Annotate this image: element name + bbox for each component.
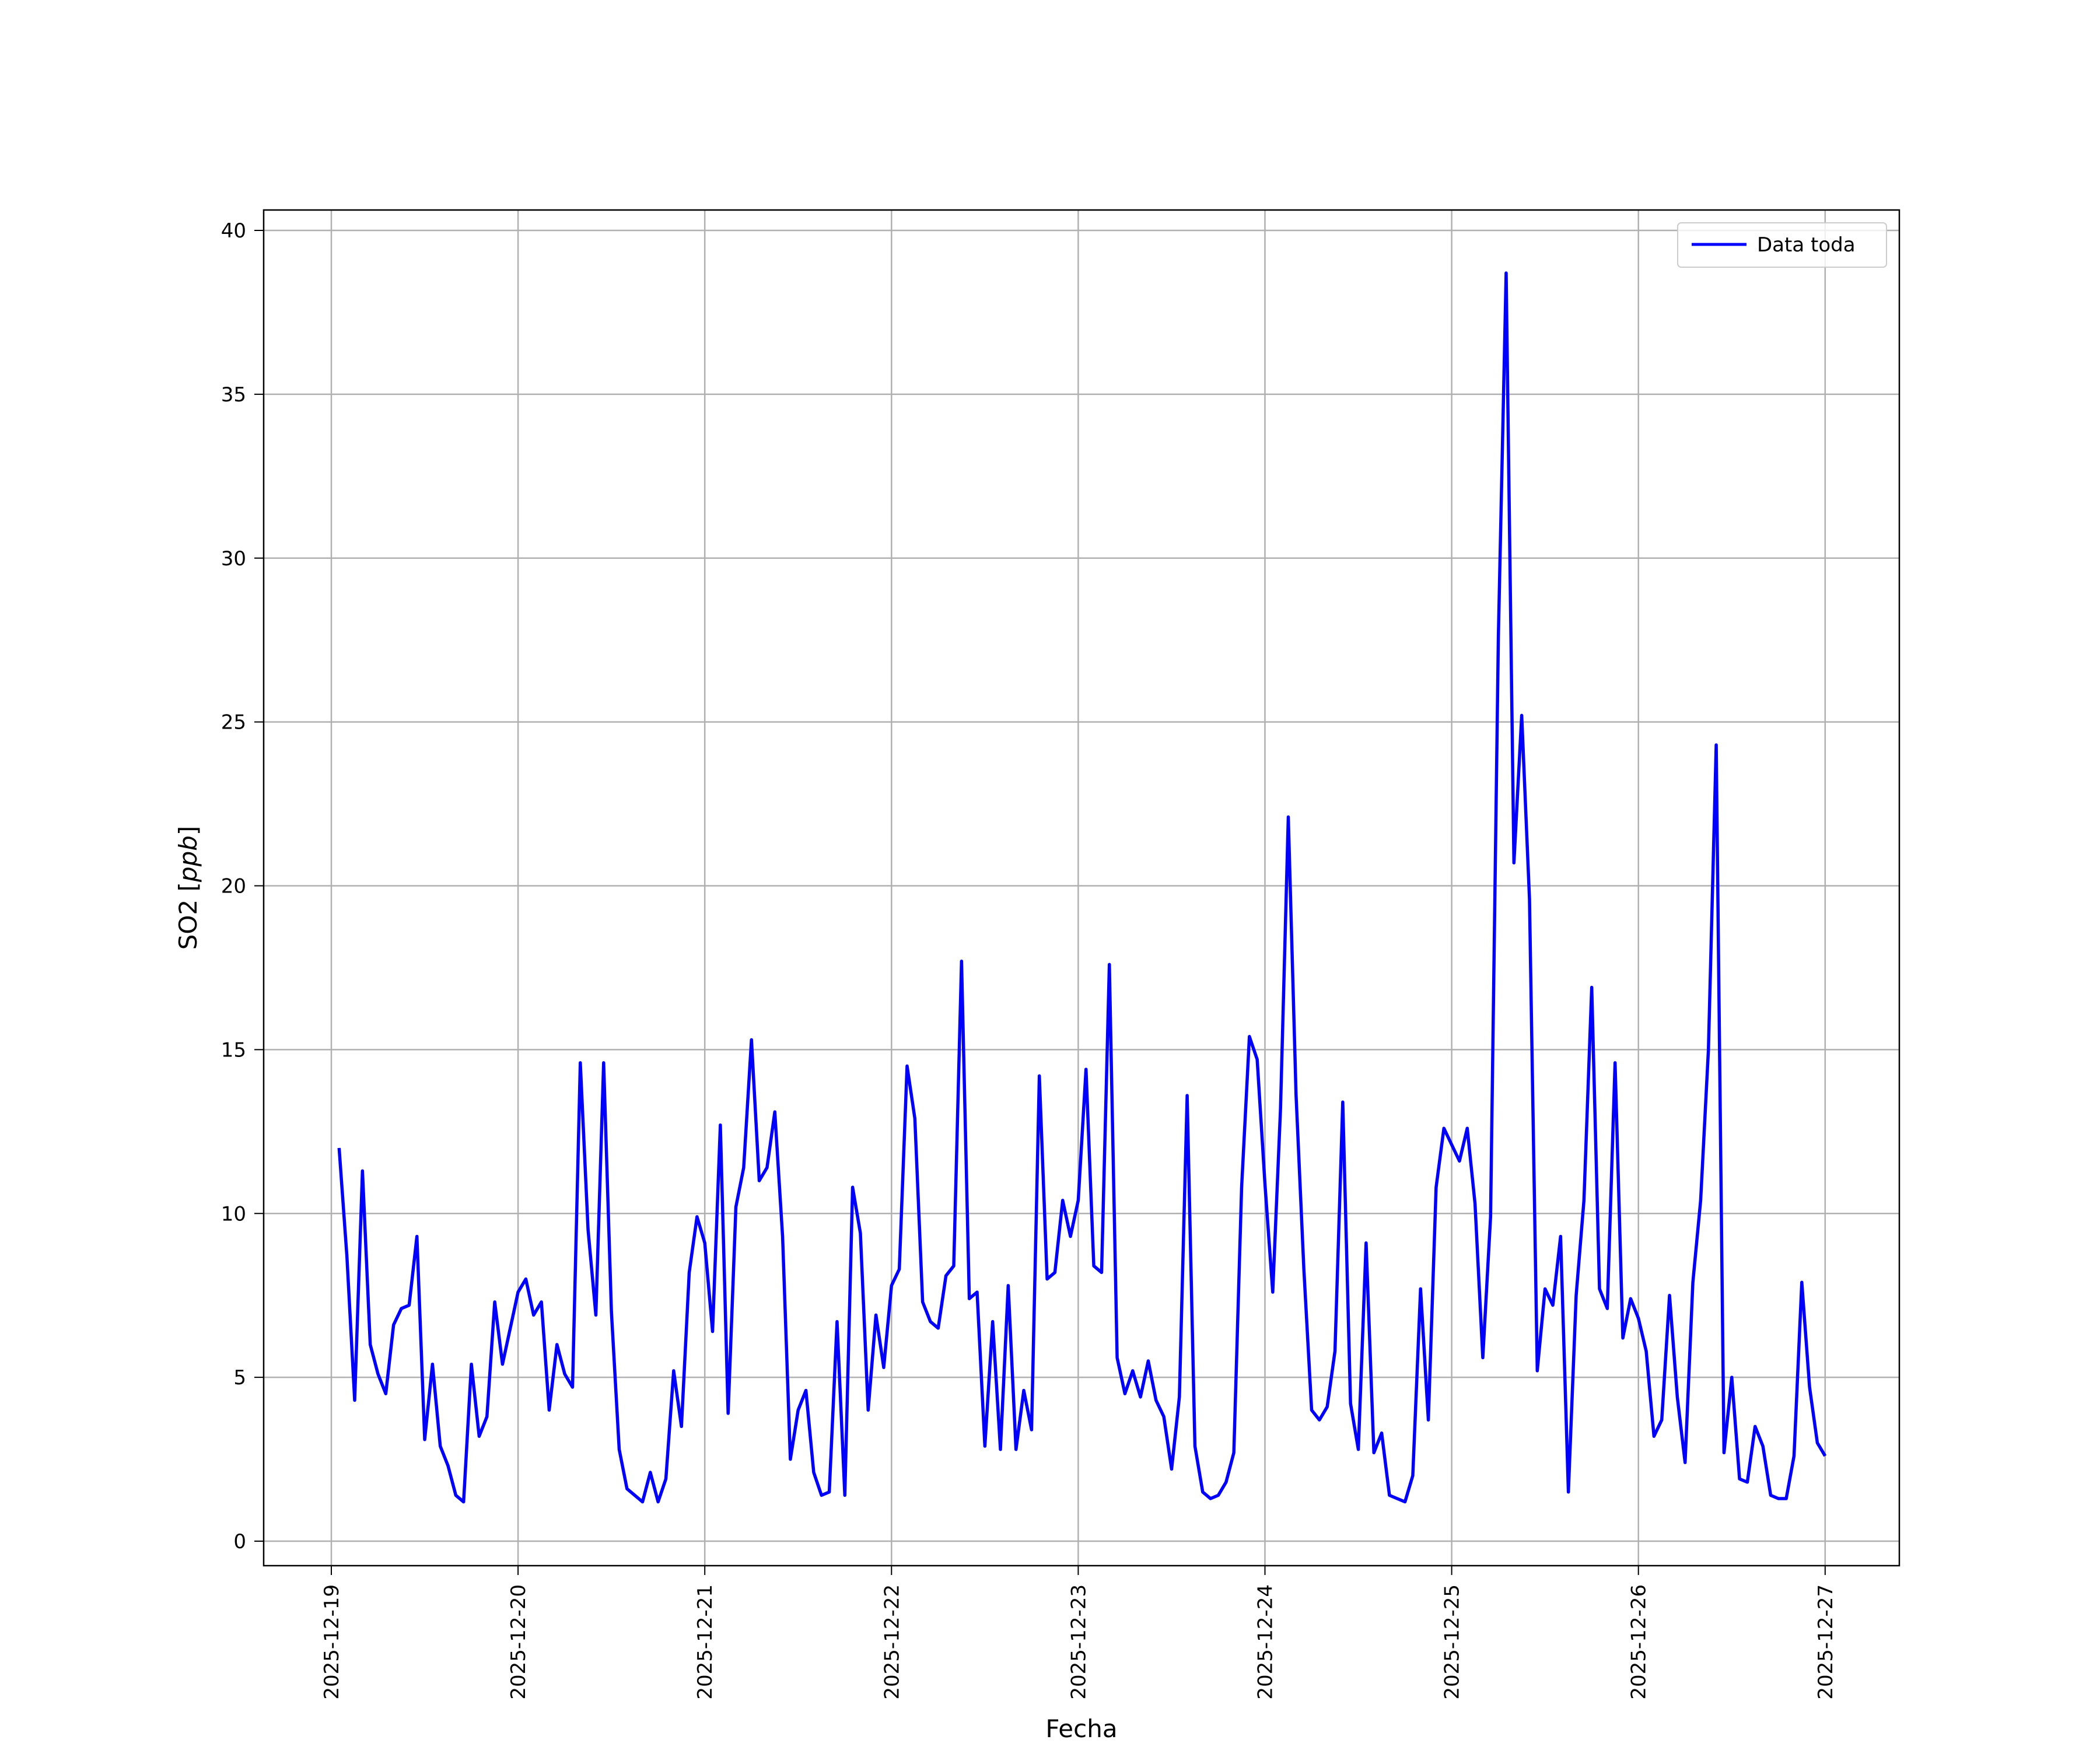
y-axis-label: SO2 [ppb] bbox=[174, 826, 202, 950]
x-tick-label: 2025-12-26 bbox=[1628, 1584, 1651, 1700]
x-axis-label: Fecha bbox=[1045, 1714, 1117, 1743]
x-tick-label: 2025-12-21 bbox=[694, 1584, 717, 1700]
y-tick-label: 5 bbox=[233, 1366, 246, 1390]
ticks: 2025-12-19 2025-12-20 2025-12-21 2025-12-22… bbox=[221, 219, 1838, 1700]
legend-box bbox=[1677, 222, 1887, 268]
y-axis-label-unit: ppb bbox=[174, 835, 202, 883]
legend: Data toda bbox=[1677, 222, 1887, 268]
y-tick-label: 15 bbox=[221, 1038, 246, 1062]
x-tick-label: 2025-12-20 bbox=[507, 1584, 530, 1700]
x-tick-label: 2025-12-23 bbox=[1067, 1584, 1090, 1700]
series-layer bbox=[337, 271, 1827, 1504]
y-tick-label: 20 bbox=[221, 875, 246, 898]
x-tick-label: 2025-12-25 bbox=[1441, 1584, 1464, 1700]
x-tick-label: 2025-12-24 bbox=[1254, 1584, 1278, 1700]
y-tick-label: 0 bbox=[233, 1530, 246, 1553]
legend-label: Data toda bbox=[1757, 233, 1856, 257]
y-tick-label: 30 bbox=[221, 547, 246, 570]
x-tick-label: 2025-12-19 bbox=[320, 1584, 344, 1700]
grid bbox=[264, 210, 1899, 1566]
x-tick-label: 2025-12-22 bbox=[880, 1584, 904, 1700]
x-tick-label: 2025-12-27 bbox=[1814, 1584, 1838, 1700]
series-line bbox=[337, 271, 1827, 1504]
y-axis-label-end: ] bbox=[174, 826, 202, 835]
y-tick-label: 10 bbox=[221, 1202, 246, 1226]
y-tick-label: 40 bbox=[221, 219, 246, 243]
plot-frame bbox=[262, 209, 1901, 1567]
y-axis-label-main: SO2 [ bbox=[174, 882, 202, 950]
y-tick-label: 25 bbox=[221, 711, 246, 734]
y-tick-label: 35 bbox=[221, 383, 246, 407]
